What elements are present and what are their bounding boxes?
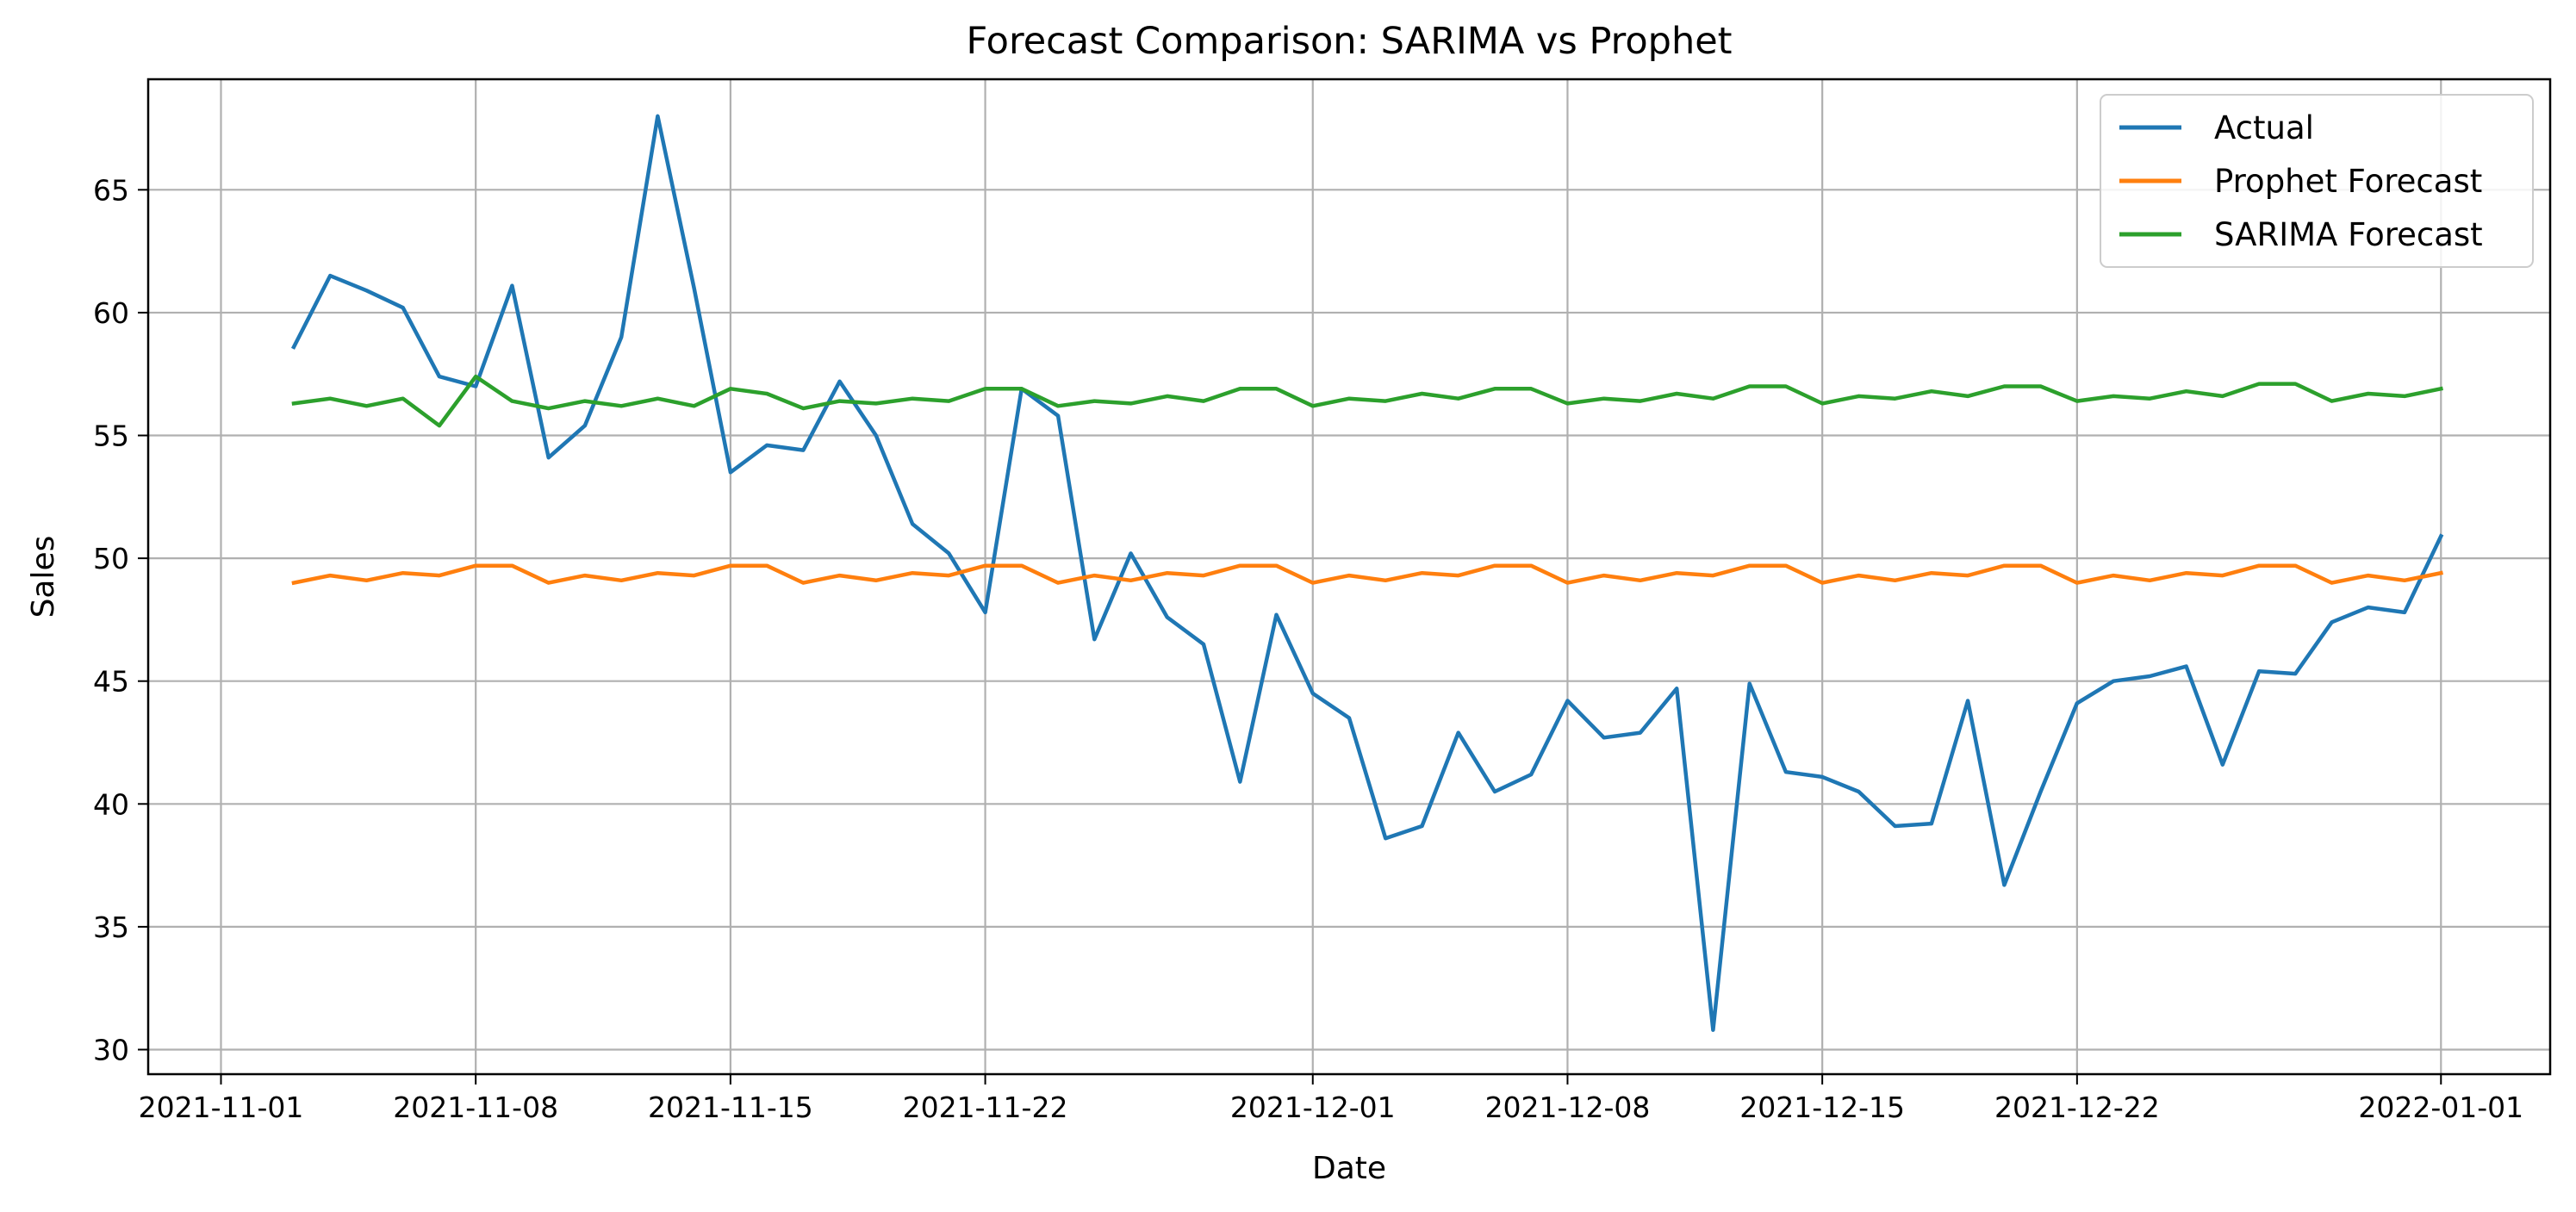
y-tick-label: 65 [93,173,129,207]
y-tick-label: 35 [93,911,129,944]
legend-label-sarima-forecast: SARIMA Forecast [2214,216,2483,253]
x-tick-label: 2021-11-08 [393,1091,558,1124]
x-tick-label: 2021-11-15 [648,1091,813,1124]
y-tick-label: 60 [93,296,129,330]
series-lines [290,114,2444,1032]
y-tick-label: 45 [93,665,129,699]
y-axis-label: Sales [26,536,61,618]
x-tick-label: 2022-01-01 [2358,1091,2523,1124]
x-tick-label: 2021-12-22 [1994,1091,2160,1124]
series-line-actual [290,114,2444,1032]
legend-label-actual: Actual [2214,109,2314,146]
legend: Actual Prophet Forecast SARIMA Forecast [2100,94,2534,268]
y-tick-label: 50 [93,542,129,575]
x-tick-label: 2021-11-22 [903,1091,1068,1124]
y-tick-label: 55 [93,420,129,453]
x-tick-label: 2021-12-08 [1485,1091,1651,1124]
plot-frame [146,78,2552,1076]
axis-ticks: 2021-11-01 2021-11-08 2021-11-15 2021-11-22… [93,173,2523,1124]
x-axis-label: Date [1312,1151,1386,1186]
legend-label-prophet-forecast: Prophet Forecast [2214,163,2482,200]
chart-title: Forecast Comparison: SARIMA vs Prophet [966,20,1732,63]
x-tick-label: 2021-12-01 [1230,1091,1396,1124]
series-line-prophet-forecast [291,563,2443,586]
y-tick-label: 30 [93,1033,129,1066]
x-tick-label: 2021-11-01 [139,1091,304,1124]
legend-box [2100,94,2534,268]
series-line-sarima-forecast [291,374,2443,428]
y-tick-label: 40 [93,787,129,821]
x-tick-label: 2021-12-15 [1739,1091,1905,1124]
